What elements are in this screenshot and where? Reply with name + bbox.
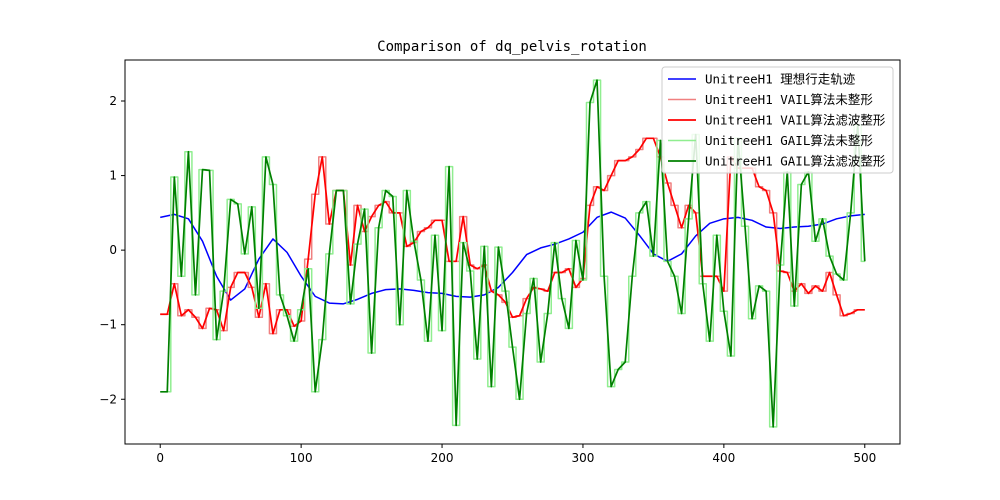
x-tick-label: 400 — [712, 451, 735, 465]
y-tick-label: 1 — [109, 169, 117, 183]
y-tick-label: 0 — [109, 243, 117, 257]
legend-label: UnitreeH1 理想行走轨迹 — [705, 72, 856, 87]
series-line-1 — [160, 211, 865, 305]
y-axis: −2 −1 0 1 2 — [99, 94, 125, 406]
legend-label: UnitreeH1 GAIL算法未整形 — [705, 133, 873, 148]
y-tick-label: 2 — [109, 94, 117, 108]
x-tick-label: 100 — [290, 451, 313, 465]
x-tick-label: 300 — [572, 451, 595, 465]
series-line-4 — [160, 79, 865, 428]
legend-box — [661, 66, 894, 174]
x-tick-label: 200 — [431, 451, 454, 465]
series-line-5 — [160, 79, 866, 428]
y-tick-label: −1 — [99, 318, 117, 332]
legend-label: UnitreeH1 VAIL算法滤波整形 — [705, 113, 886, 128]
x-tick-label: 0 — [156, 451, 164, 465]
plot-frame — [124, 59, 901, 445]
legend-label: UnitreeH1 GAIL算法滤波整形 — [705, 154, 886, 169]
legend: UnitreeH1 理想行走轨迹 UnitreeH1 VAIL算法未整形 Unitr… — [661, 66, 894, 174]
x-axis: 0 100 200 300 400 500 — [156, 444, 876, 465]
y-tick-label: −2 — [99, 392, 117, 406]
x-tick-label: 500 — [853, 451, 876, 465]
legend-label: UnitreeH1 VAIL算法未整形 — [705, 92, 873, 107]
chart-title: Comparison of dq_pelvis_rotation — [377, 39, 647, 55]
